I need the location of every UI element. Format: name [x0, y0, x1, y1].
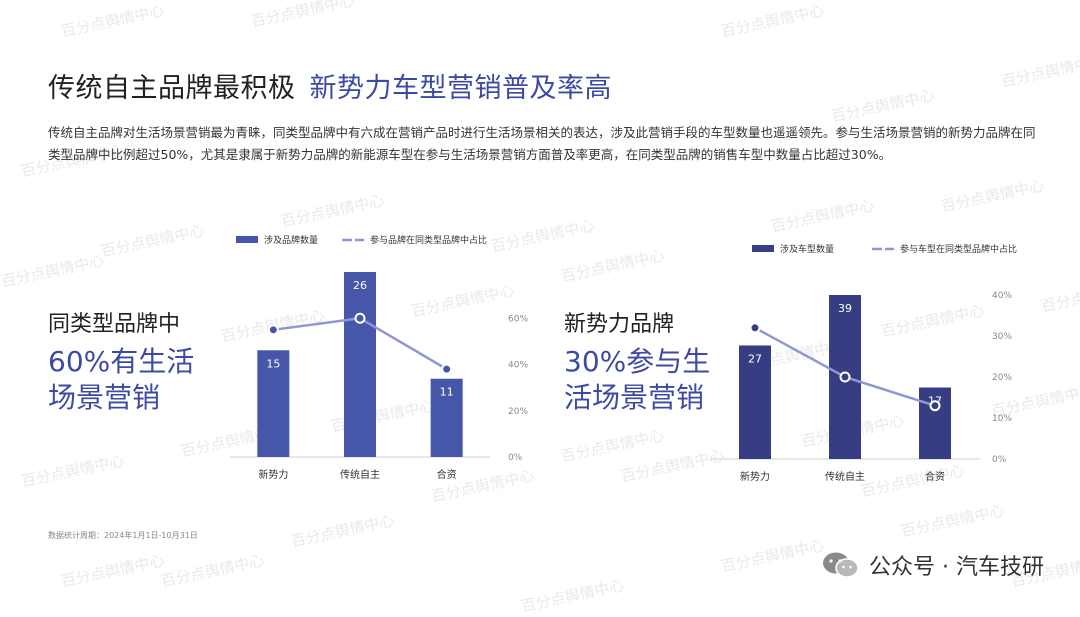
bar-value-label: 27 [748, 352, 762, 365]
bar [919, 387, 951, 459]
y2-tick-label: 30% [992, 332, 1012, 342]
line-point [441, 363, 453, 375]
description-paragraph: 传统自主品牌对生活场景营销最为青睐，同类型品牌中有六成在营销产品时进行生活场景相… [48, 125, 1036, 162]
watermark-text: 百分点舆情中心 [939, 176, 1046, 216]
left-highlight-line2: 场景营销 [48, 381, 161, 414]
y2-tick-label: 10% [992, 414, 1012, 424]
legend-label-bars: 涉及车型数量 [780, 243, 834, 255]
watermark-text: 百分点舆情中心 [719, 1, 826, 41]
data-period-note: 数据统计周期：2024年1月1日-10月31日 [48, 531, 198, 540]
line-point [929, 400, 941, 412]
watermark-text: 百分点舆情中心 [559, 246, 666, 286]
left-panel-highlight: 60%有生活 场景营销 [48, 344, 194, 416]
right-highlight-line1: 30%参与生 [564, 345, 711, 378]
watermark-text: 百分点舆情中心 [1039, 276, 1080, 316]
watermark-text: 百分点舆情中心 [829, 86, 936, 126]
y2-tick-label: 20% [992, 373, 1012, 383]
legend-label-bars: 涉及品牌数量 [264, 234, 318, 246]
watermark-text: 百分点舆情中心 [159, 551, 266, 591]
watermark-text: 百分点舆情中心 [19, 451, 126, 491]
watermark-text: 百分点舆情中心 [59, 1, 166, 41]
bar-value-label: 11 [440, 386, 454, 399]
bar [344, 272, 376, 457]
y2-tick-label: 20% [508, 407, 528, 417]
title-main: 传统自主品牌最积极 [48, 73, 296, 104]
x-tick-label: 传统自主 [340, 468, 380, 481]
chart-left: 涉及品牌数量 参与品牌在同类型品牌中占比 15 新势力 26 传统自主 11 合资 0% 20% 4… [230, 234, 528, 481]
brand-footer: 公众号 · 汽车技研 [821, 549, 1044, 581]
y2-tick-label: 0% [992, 455, 1007, 465]
watermark-text: 百分点舆情中心 [289, 511, 396, 551]
left-panel-label: 同类型品牌中 [48, 312, 181, 337]
watermark-text: 百分点舆情中心 [999, 51, 1080, 91]
x-tick-label: 合资 [437, 468, 457, 481]
watermark-text: 百分点舆情中心 [59, 551, 166, 591]
legend-swatch-bars [752, 245, 774, 252]
line-point [839, 371, 851, 383]
watermark-text: 百分点舆情中心 [0, 251, 106, 291]
legend-label-line: 参与品牌在同类型品牌中占比 [370, 234, 487, 246]
watermark-text: 百分点舆情中心 [249, 0, 356, 31]
y2-tick-label: 40% [992, 291, 1012, 301]
legend-label-line: 参与车型在同类型品牌中占比 [900, 243, 1017, 255]
line-point [749, 322, 761, 334]
line-point [354, 312, 366, 324]
legend-swatch-bars [236, 236, 258, 243]
brand-text: 公众号 · 汽车技研 [869, 555, 1044, 580]
page-title: 传统自主品牌最积极 新势力车型营销普及率高 [48, 66, 612, 105]
bar-value-label: 15 [266, 357, 280, 370]
watermark-text: 百分点舆情中心 [99, 221, 206, 261]
watermark-text: 百分点舆情中心 [719, 536, 826, 576]
y2-tick-label: 40% [508, 361, 528, 371]
x-tick-label: 新势力 [740, 470, 770, 483]
x-tick-label: 传统自主 [825, 470, 865, 483]
watermark-text: 百分点舆情中心 [559, 426, 666, 466]
wechat-icon [823, 552, 859, 578]
bar-value-label: 39 [838, 302, 852, 315]
watermark-text: 百分点舆情中心 [519, 576, 626, 616]
x-tick-label: 新势力 [258, 468, 288, 481]
right-panel-label: 新势力品牌 [564, 312, 675, 337]
watermark-text: 百分点舆情中心 [899, 501, 1006, 541]
bar [257, 350, 290, 457]
title-accent: 新势力车型营销普及率高 [309, 73, 612, 104]
watermark-text: 百分点舆情中心 [769, 196, 876, 236]
y2-tick-label: 0% [508, 453, 523, 463]
left-highlight-line1: 60%有生活 [48, 345, 195, 378]
right-panel-highlight: 30%参与生 活场景营销 [564, 344, 710, 416]
bar [739, 345, 771, 459]
bar-value-label: 26 [353, 279, 367, 292]
x-tick-label: 合资 [925, 470, 945, 483]
right-highlight-line2: 活场景营销 [564, 381, 705, 414]
y2-tick-label: 60% [508, 314, 528, 324]
chart-right: 涉及车型数量参与车型在同类型品牌中占比27新势力39传统自主17合资0%10%2… [710, 243, 1017, 483]
bar [430, 378, 463, 457]
line-point [267, 324, 279, 336]
